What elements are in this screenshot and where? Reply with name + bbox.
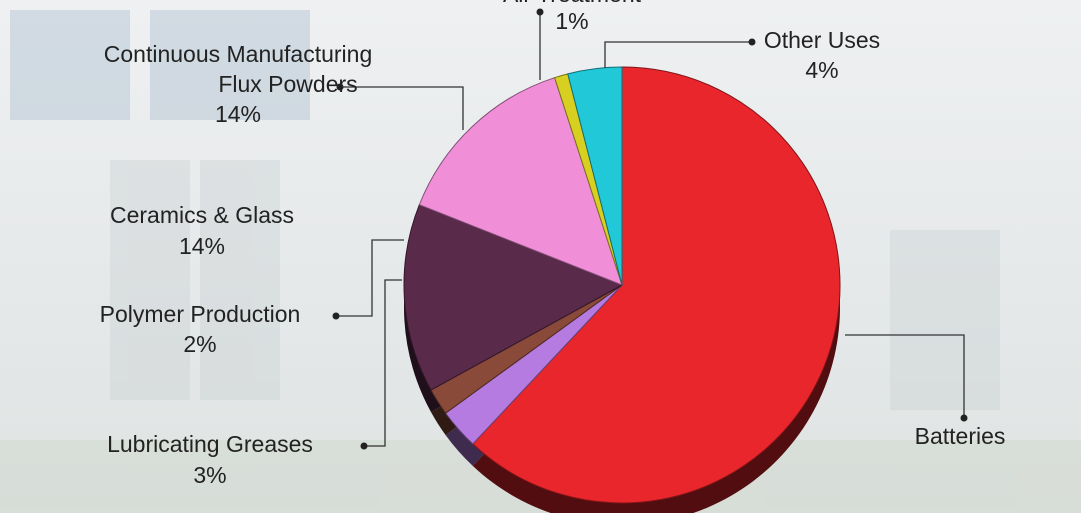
value-label: 4% — [805, 57, 838, 83]
pie — [403, 66, 841, 513]
slice — [472, 66, 841, 504]
background-decor — [0, 10, 1081, 513]
value-label: 14% — [215, 101, 261, 127]
leader-dot — [332, 312, 340, 320]
category-label-line: Flux Powders — [218, 71, 357, 97]
category-label: Polymer Production — [100, 301, 301, 327]
value-label: 2% — [183, 331, 216, 357]
slice — [567, 66, 623, 286]
labels: Batteries Lubricating Greases 3% Polymer Pr… — [100, 0, 1006, 488]
value-label: 3% — [193, 462, 226, 488]
category-label: Lubricating Greases — [107, 431, 313, 457]
category-label: Other Uses — [764, 27, 880, 53]
slice — [403, 204, 624, 391]
leader-dot — [360, 442, 368, 450]
value-label: 1% — [555, 8, 588, 34]
category-label: Air Treatment — [503, 0, 642, 7]
category-label: Ceramics & Glass — [110, 202, 294, 228]
leader-dot — [960, 414, 968, 422]
leader-dot — [336, 83, 344, 91]
leader-line — [364, 279, 402, 447]
leader-line — [845, 334, 965, 418]
leader-line — [336, 239, 404, 317]
leader-dot — [536, 8, 544, 16]
leader-dot — [748, 38, 756, 46]
leader-line — [604, 41, 752, 68]
category-label: Continuous Manufacturing Flux Powders — [104, 41, 373, 97]
value-label: 14% — [179, 233, 225, 259]
category-label-line: Continuous Manufacturing — [104, 41, 373, 67]
leader-line — [340, 86, 464, 130]
category-label: Batteries — [915, 423, 1006, 449]
